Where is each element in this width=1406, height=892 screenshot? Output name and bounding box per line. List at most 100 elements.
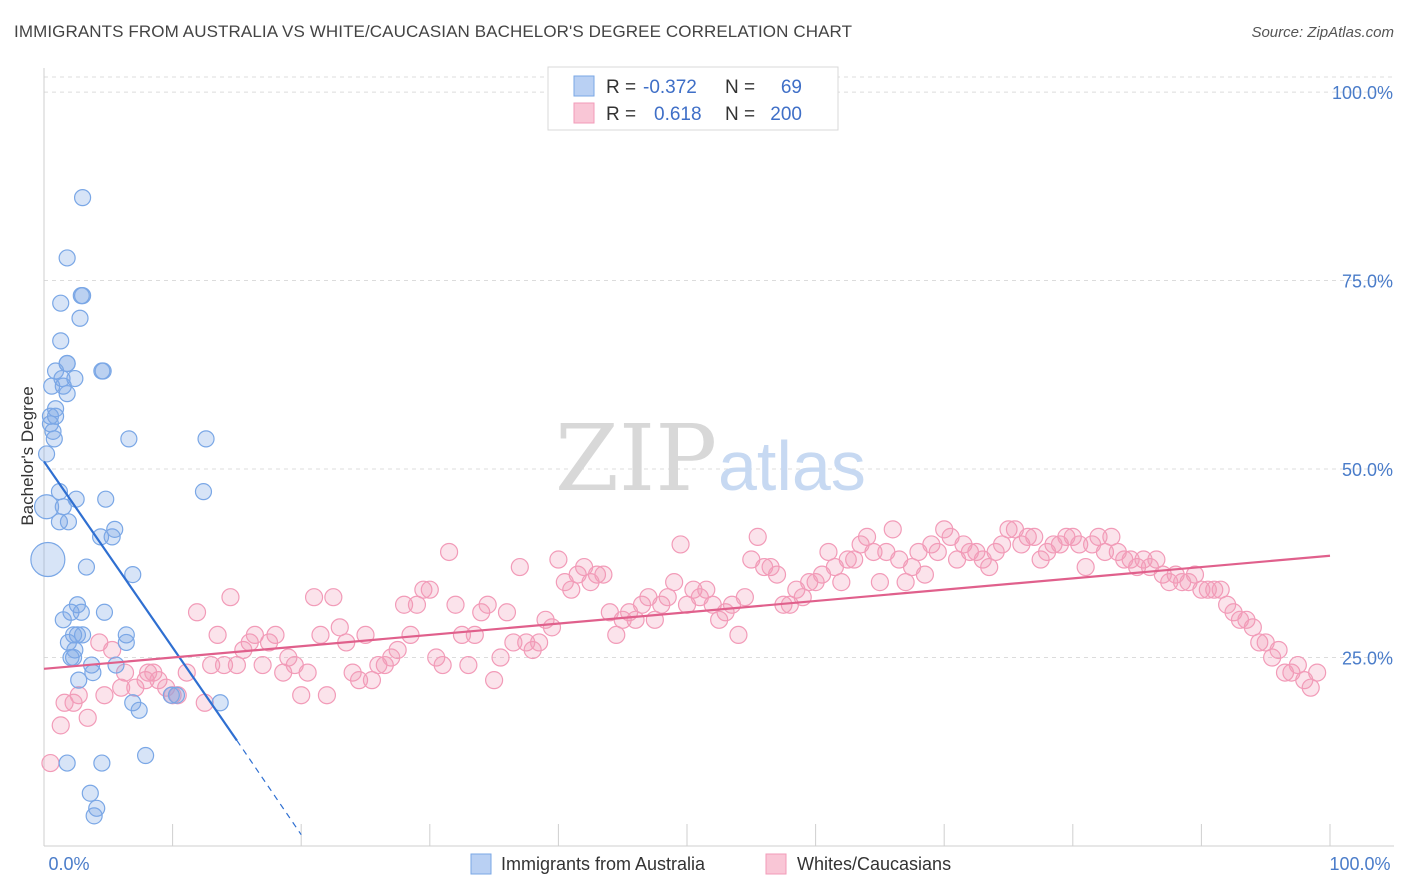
whites-point-47 xyxy=(362,671,382,690)
whites-point-145 xyxy=(992,535,1012,554)
source-label: Source: ZipAtlas.com xyxy=(1251,24,1394,41)
whites-point-64 xyxy=(472,603,491,622)
whites-trend-line xyxy=(43,554,1331,670)
whites-point-184 xyxy=(1243,618,1262,637)
whites-point-13 xyxy=(139,663,158,682)
whites-point-151 xyxy=(1031,550,1050,569)
whites-point-177 xyxy=(1198,580,1217,599)
whites-point-30 xyxy=(253,655,272,675)
whites-point-171 xyxy=(1160,573,1179,592)
whites-point-22 xyxy=(202,655,221,675)
whites-point-11 xyxy=(126,678,145,697)
australia-point-42 xyxy=(72,603,90,621)
whites-point-101 xyxy=(710,610,729,629)
whites-point-76 xyxy=(549,550,568,569)
whites-point-144 xyxy=(986,542,1005,562)
whites-point-59 xyxy=(439,542,459,562)
whites-point-71 xyxy=(517,633,536,652)
whites-point-97 xyxy=(684,580,703,599)
australia-point-27 xyxy=(194,483,213,501)
whites-point-44 xyxy=(343,663,362,682)
legend-r-value-2: 0.618 xyxy=(654,104,702,125)
australia-point-54 xyxy=(84,663,102,682)
australia-point-0 xyxy=(73,189,92,207)
whites-point-58 xyxy=(433,655,452,675)
whites-point-56 xyxy=(420,580,439,599)
whites-point-41 xyxy=(324,588,343,607)
whites-point-9 xyxy=(112,678,131,697)
whites-point-94 xyxy=(665,573,684,592)
legend-n-value-1: 69 xyxy=(781,77,802,98)
whites-point-39 xyxy=(311,625,330,645)
australia-point-55 xyxy=(70,671,88,689)
australia-point-59 xyxy=(167,686,186,704)
whites-point-49 xyxy=(375,655,394,675)
whites-point-83 xyxy=(594,565,613,584)
australia-point-62 xyxy=(93,754,111,772)
australia-point-20 xyxy=(41,407,60,425)
whites-point-107 xyxy=(748,527,767,546)
whites-point-179 xyxy=(1211,580,1230,599)
whites-point-5 xyxy=(78,708,97,727)
whites-point-109 xyxy=(761,557,780,577)
whites-point-126 xyxy=(870,573,890,592)
whites-point-34 xyxy=(279,648,298,667)
whites-point-25 xyxy=(221,588,240,607)
series-whites-points xyxy=(41,520,1327,773)
whites-point-88 xyxy=(626,610,645,629)
australia-point-63 xyxy=(136,746,155,765)
whites-point-50 xyxy=(382,648,401,667)
australia-point-25 xyxy=(37,445,56,463)
whites-point-141 xyxy=(967,542,986,562)
whites-point-185 xyxy=(1250,633,1269,652)
whites-point-165 xyxy=(1121,550,1140,569)
y-tick-label-3: 25.0% xyxy=(1342,649,1393,669)
whites-point-149 xyxy=(1018,527,1037,546)
axes xyxy=(43,68,1394,847)
whites-point-24 xyxy=(214,655,234,675)
whites-point-63 xyxy=(465,625,484,645)
whites-point-23 xyxy=(208,625,227,645)
series-legend: Immigrants from Australia Whites/Caucasi… xyxy=(470,853,951,875)
whites-point-175 xyxy=(1185,565,1205,584)
whites-point-66 xyxy=(485,671,504,690)
legend-r-value-1: -0.372 xyxy=(643,77,697,98)
whites-point-158 xyxy=(1076,557,1095,577)
whites-point-32 xyxy=(266,625,285,645)
whites-point-54 xyxy=(407,595,427,614)
y-tick-labels: 100.0% 75.0% 50.0% 25.0% xyxy=(1332,83,1393,668)
whites-point-194 xyxy=(1308,663,1327,682)
whites-point-86 xyxy=(613,610,632,629)
australia-point-22 xyxy=(45,430,63,448)
whites-point-93 xyxy=(658,588,677,607)
whites-point-60 xyxy=(446,595,465,614)
series-australia-points xyxy=(30,189,229,825)
whites-point-191 xyxy=(1288,655,1307,675)
whites-point-135 xyxy=(928,542,947,562)
whites-point-162 xyxy=(1102,527,1121,546)
australia-point-3 xyxy=(72,287,90,305)
whites-point-128 xyxy=(883,520,902,539)
whites-point-31 xyxy=(259,633,279,652)
series-legend-swatch-whites xyxy=(765,853,787,875)
australia-point-57 xyxy=(130,701,148,719)
whites-point-122 xyxy=(845,550,864,569)
whites-point-99 xyxy=(697,580,716,599)
australia-point-24 xyxy=(197,430,215,448)
australia-point-9 xyxy=(58,354,76,373)
australia-point-23 xyxy=(120,430,138,448)
whites-point-36 xyxy=(292,686,311,705)
whites-point-178 xyxy=(1205,580,1224,599)
australia-point-64 xyxy=(81,784,99,802)
whites-point-120 xyxy=(832,573,851,592)
australia-point-5 xyxy=(71,309,89,327)
legend-swatch-pink xyxy=(573,102,595,124)
x-tick-min: 0.0% xyxy=(48,854,89,874)
australia-point-31 xyxy=(54,498,72,516)
australia-trend-line xyxy=(43,460,238,742)
whites-point-156 xyxy=(1063,527,1082,546)
australia-point-16 xyxy=(43,377,61,395)
whites-point-124 xyxy=(857,527,877,546)
australia-point-6 xyxy=(52,332,70,350)
series-legend-label-whites: Whites/Caucasians xyxy=(797,854,951,874)
